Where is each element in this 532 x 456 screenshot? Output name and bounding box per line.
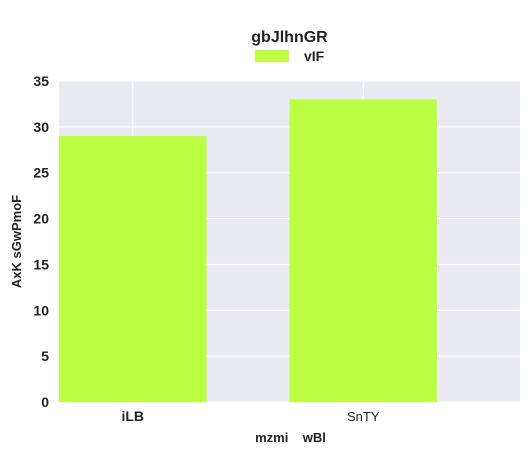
bar-SnTY bbox=[290, 99, 438, 402]
y-tick-label: 25 bbox=[33, 165, 49, 181]
y-tick-label: 15 bbox=[33, 256, 49, 272]
y-tick-label: 35 bbox=[33, 73, 49, 89]
x-axis-ticks: iLB SnTY bbox=[121, 408, 379, 424]
y-tick-label: 20 bbox=[33, 211, 49, 227]
y-tick-label: 0 bbox=[41, 394, 49, 410]
y-axis-label: AxK sGwPmoF bbox=[9, 195, 24, 288]
y-tick-label: 10 bbox=[33, 302, 49, 318]
y-tick-label: 30 bbox=[33, 119, 49, 135]
y-axis-ticks: 0 5 10 15 20 25 30 35 bbox=[33, 73, 49, 410]
chart-title: gbJlhnGR bbox=[251, 29, 328, 46]
y-tick-label: 5 bbox=[41, 348, 49, 364]
legend-swatch bbox=[255, 50, 289, 62]
legend-label: vIF bbox=[304, 48, 325, 64]
x-tick-label: SnTY bbox=[347, 409, 380, 424]
x-axis-label: mzmi wBl bbox=[255, 430, 326, 445]
legend: vIF bbox=[255, 48, 325, 64]
x-tick-label: iLB bbox=[121, 408, 144, 424]
bar-iLB bbox=[59, 136, 207, 402]
